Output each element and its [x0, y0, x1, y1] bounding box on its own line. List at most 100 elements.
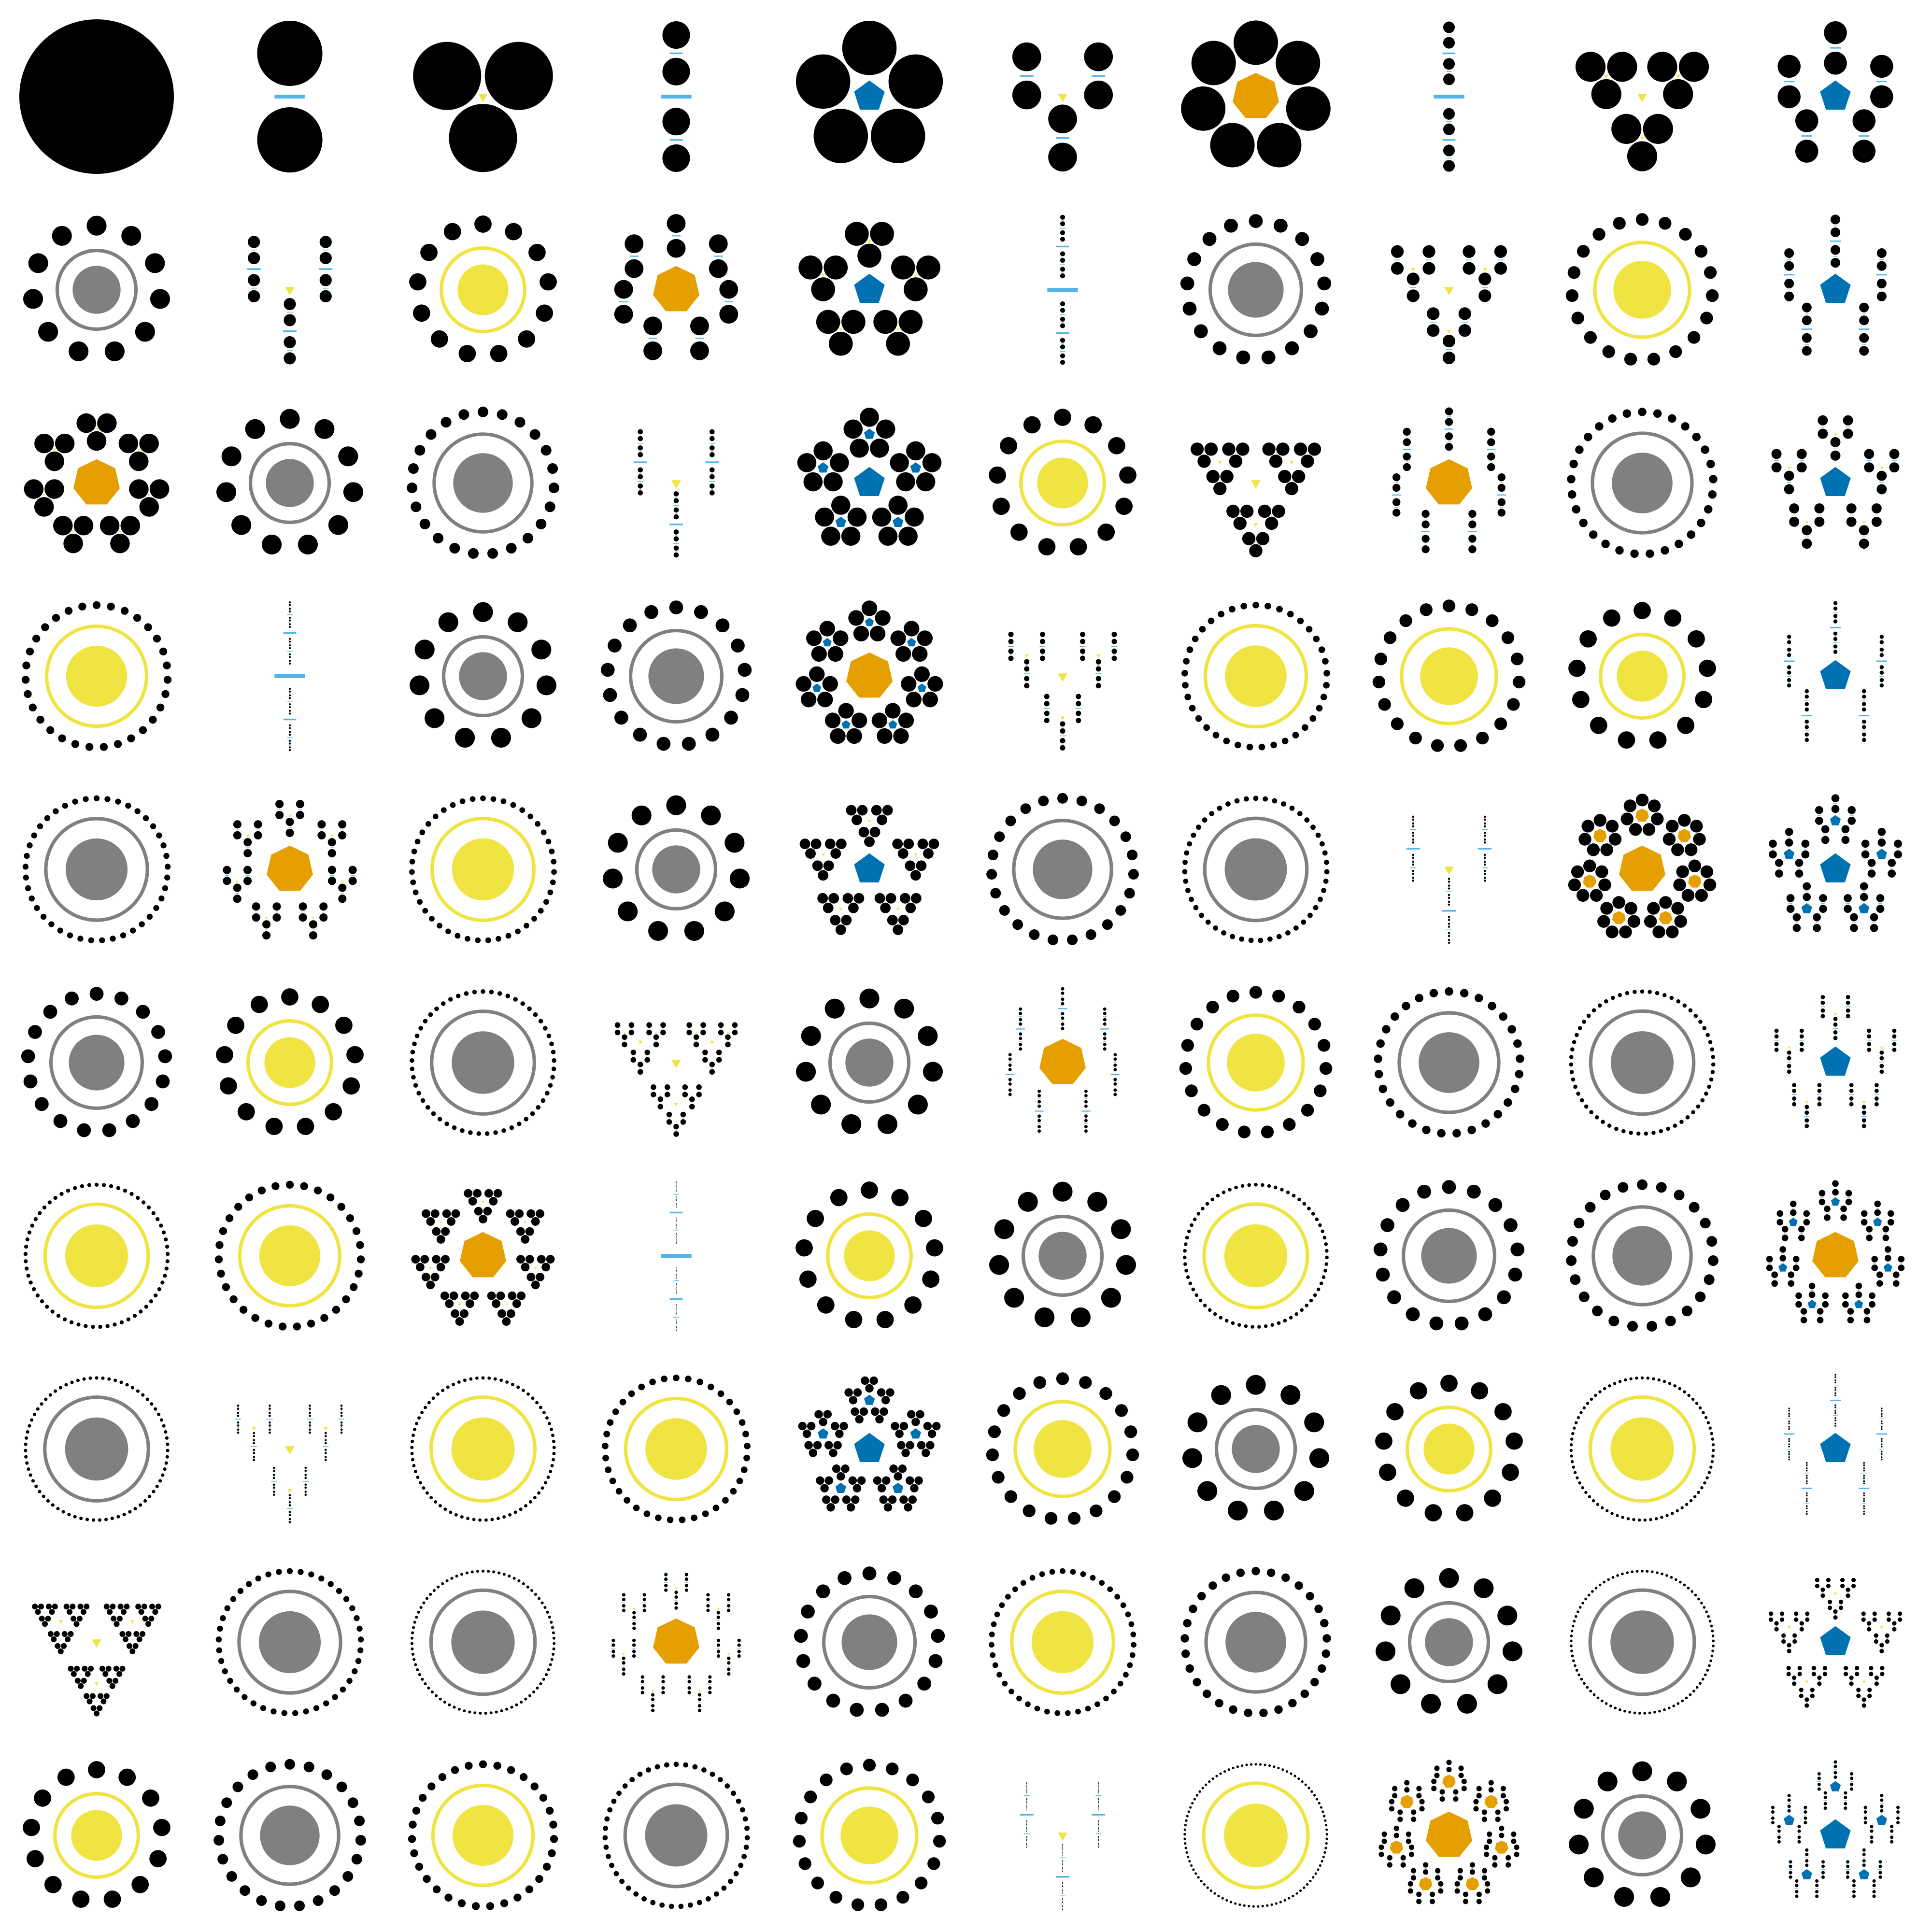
dot — [1844, 905, 1852, 913]
sub-group — [324, 1449, 327, 1451]
sub-group — [1847, 1308, 1854, 1315]
sub-group — [1060, 353, 1065, 358]
sub-group — [1847, 1317, 1854, 1323]
center-disc — [648, 648, 704, 704]
center-polygon — [1233, 72, 1279, 118]
center-disc — [1033, 839, 1093, 899]
sub-group — [1877, 827, 1886, 836]
dot — [1076, 701, 1081, 707]
sub-group — [309, 1428, 311, 1434]
dot — [603, 1431, 610, 1437]
sub-group — [1060, 301, 1065, 328]
dot — [142, 1200, 146, 1205]
dot — [1508, 1267, 1522, 1282]
dot — [1788, 1271, 1795, 1279]
sub-group — [812, 860, 834, 881]
sub-group — [1867, 1034, 1872, 1039]
sub-group — [1833, 614, 1838, 618]
dot — [1874, 1083, 1879, 1088]
dot — [1061, 991, 1065, 995]
dot — [288, 625, 291, 628]
dot — [1706, 459, 1715, 469]
sub-group — [828, 331, 853, 356]
dot — [552, 1458, 555, 1462]
dot — [216, 482, 237, 502]
sub-group — [1635, 794, 1649, 807]
sub-group — [269, 1431, 271, 1434]
dot — [1876, 484, 1887, 495]
sub-group — [1863, 1308, 1871, 1323]
dot — [1060, 267, 1065, 272]
dot — [709, 1069, 715, 1075]
dot — [489, 1197, 498, 1206]
sub-group — [1484, 832, 1486, 837]
dot — [1804, 725, 1809, 729]
dot — [1822, 1301, 1829, 1308]
dot — [146, 913, 153, 920]
sub-group — [1578, 814, 1622, 856]
sub-group — [682, 1084, 688, 1090]
dot — [470, 1291, 479, 1300]
sub-group — [1103, 1022, 1107, 1026]
dot — [1427, 307, 1440, 320]
dot — [129, 1192, 134, 1196]
sub-group — [676, 1228, 677, 1229]
center-polygon — [907, 638, 916, 647]
dot — [114, 1378, 117, 1382]
dot — [1261, 350, 1276, 365]
dot — [612, 1408, 619, 1415]
dot — [464, 1189, 473, 1198]
sub-group — [1884, 1246, 1891, 1253]
dot — [410, 1446, 414, 1449]
sub-group — [1249, 544, 1263, 557]
dot — [1264, 1324, 1268, 1328]
sub-group — [1060, 338, 1065, 365]
sub-group — [1846, 1014, 1850, 1019]
sub-group — [885, 893, 896, 904]
sub-group — [487, 1291, 526, 1326]
sub-group — [1448, 896, 1450, 899]
dot — [82, 1377, 86, 1381]
dot — [272, 1469, 275, 1472]
dot — [1084, 1089, 1088, 1093]
sub-group — [1824, 1205, 1831, 1221]
dot — [288, 724, 291, 727]
sub-group — [1887, 1210, 1894, 1226]
center-polygon — [265, 917, 268, 920]
dot — [1804, 689, 1809, 694]
dot — [1403, 438, 1411, 446]
sub-group — [917, 838, 939, 859]
dot — [1787, 683, 1791, 688]
sub-group — [304, 1466, 307, 1472]
sub-group — [1867, 1028, 1872, 1033]
sub-group — [1861, 1210, 1868, 1226]
dot — [257, 107, 323, 173]
diagram-38 — [1372, 599, 1526, 752]
center-polygon — [1820, 1046, 1851, 1076]
dot — [1840, 1214, 1847, 1221]
dot — [319, 252, 332, 264]
dot — [1322, 850, 1328, 856]
dot — [1448, 878, 1450, 880]
dot — [1060, 338, 1065, 343]
dot — [155, 1484, 159, 1488]
dot — [1819, 894, 1827, 902]
sub-group — [309, 1428, 311, 1431]
sub-group — [1076, 694, 1081, 699]
dot — [431, 1396, 435, 1400]
dot — [521, 1389, 525, 1392]
sub-group — [1113, 1082, 1117, 1086]
dot — [1274, 1185, 1278, 1190]
dot — [666, 1119, 672, 1125]
sub-group — [411, 1255, 420, 1264]
sub-group — [851, 712, 867, 728]
sub-group — [718, 1022, 724, 1028]
dot — [1572, 505, 1580, 514]
sub-group — [340, 1414, 343, 1417]
dot — [531, 639, 552, 660]
sub-group — [1037, 1119, 1041, 1122]
sub-group — [340, 1405, 343, 1407]
dot — [1575, 1033, 1579, 1037]
sub-group — [272, 1474, 275, 1479]
dot — [1443, 37, 1455, 49]
